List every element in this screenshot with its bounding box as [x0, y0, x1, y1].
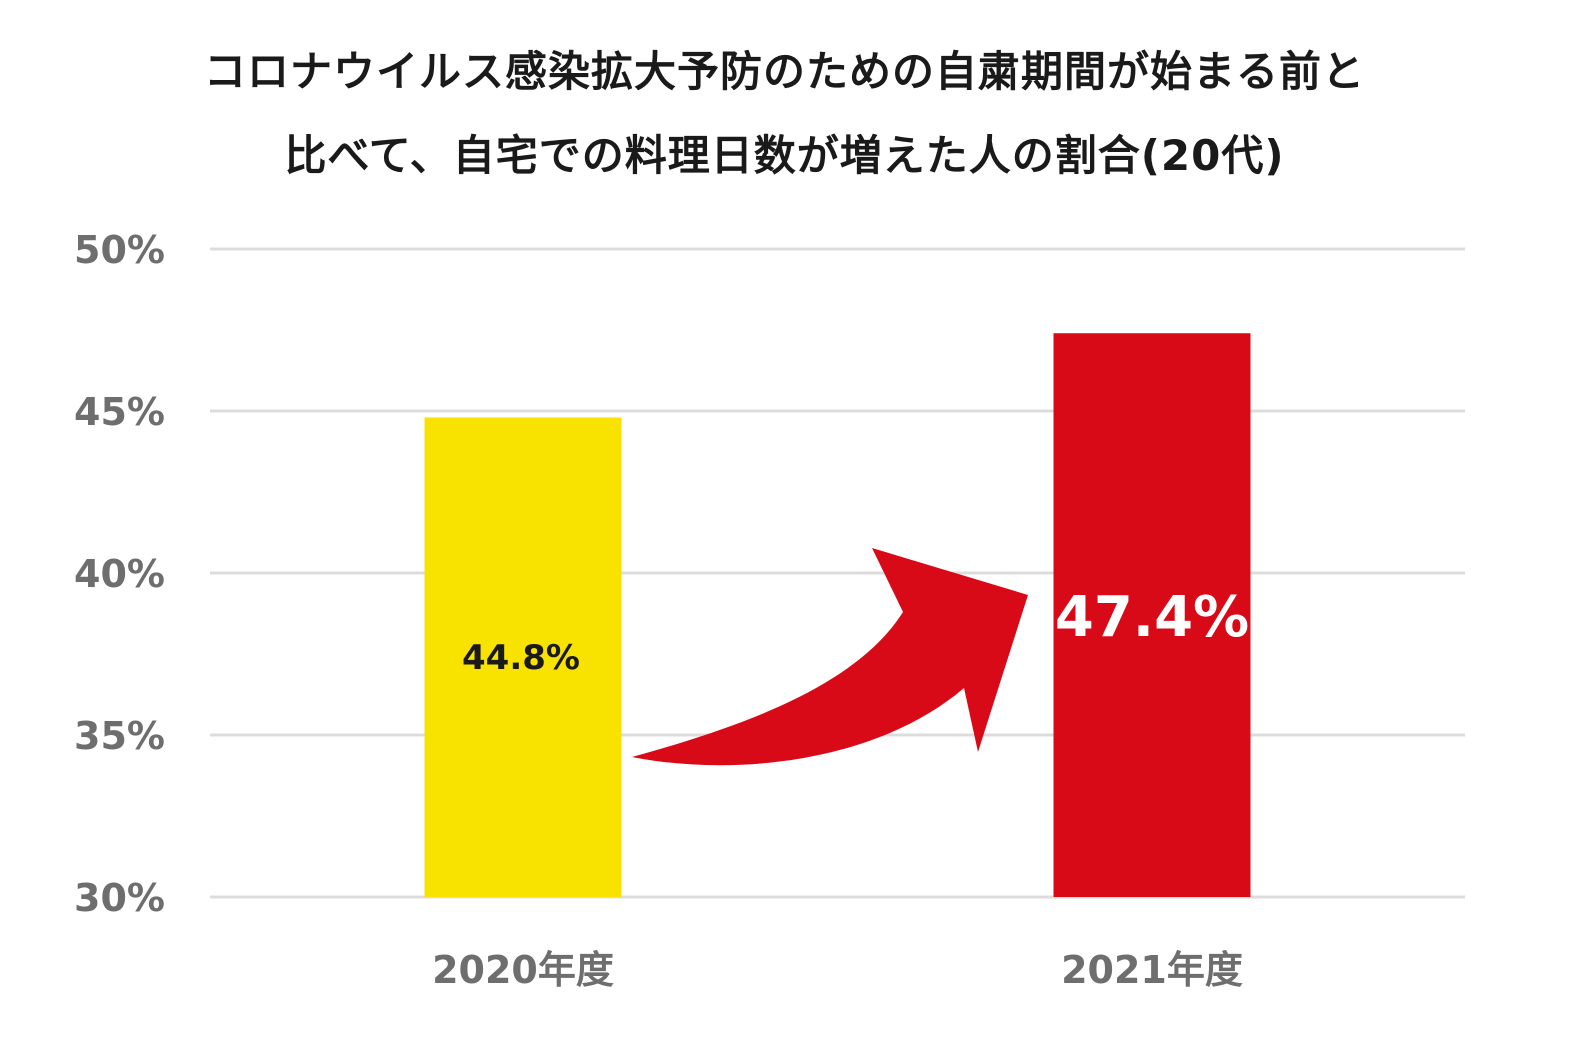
bar: [424, 417, 622, 897]
x-category-label: 2020年度: [432, 948, 614, 992]
data-label: 44.8%: [462, 638, 580, 678]
trend-arrow-icon: [632, 548, 1028, 766]
chart-title-line-1: コロナウイルス感染拡大予防のための自粛期間が始まる前と: [203, 47, 1365, 96]
y-tick-label: 30%: [74, 876, 165, 920]
y-tick-label: 35%: [74, 714, 165, 758]
y-tick-label: 50%: [74, 228, 165, 272]
data-label: 47.4%: [1055, 585, 1249, 650]
y-tick-label: 40%: [74, 552, 165, 596]
chart-title-line-2: 比べて、自宅での料理日数が増えた人の割合(20代): [284, 131, 1285, 180]
bar: [1053, 333, 1251, 897]
y-tick-label: 45%: [74, 390, 165, 434]
x-category-label: 2021年度: [1061, 948, 1243, 992]
